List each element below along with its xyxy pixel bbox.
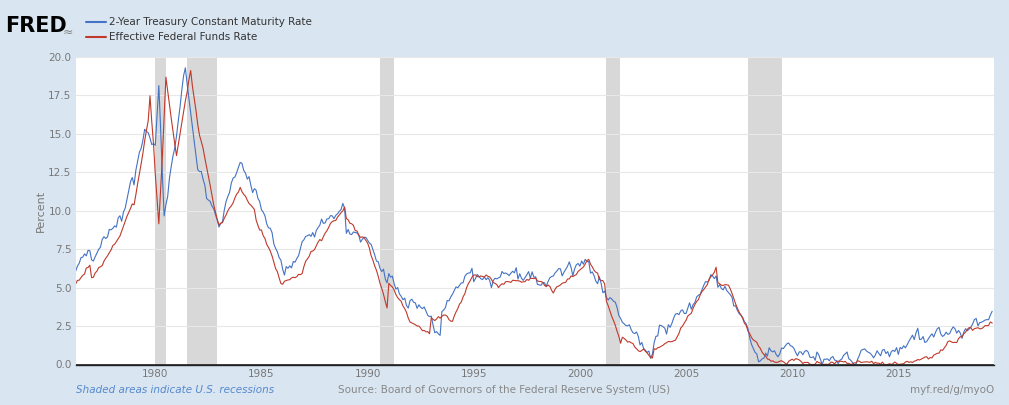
Y-axis label: Percent: Percent (35, 190, 45, 232)
Text: Source: Board of Governors of the Federal Reserve System (US): Source: Board of Governors of the Federa… (338, 385, 671, 395)
Bar (606, 57, 621, 364)
Bar (155, 57, 165, 364)
Bar (380, 57, 395, 364)
Text: FRED: FRED (5, 17, 67, 36)
Text: Shaded areas indicate U.S. recessions: Shaded areas indicate U.S. recessions (76, 385, 273, 395)
Text: ≈: ≈ (63, 26, 73, 38)
Text: Effective Federal Funds Rate: Effective Federal Funds Rate (109, 32, 257, 42)
Bar (748, 57, 782, 364)
Text: 2-Year Treasury Constant Maturity Rate: 2-Year Treasury Constant Maturity Rate (109, 17, 312, 27)
Bar (187, 57, 217, 364)
Text: myf.red/g/myoO: myf.red/g/myoO (910, 385, 994, 395)
